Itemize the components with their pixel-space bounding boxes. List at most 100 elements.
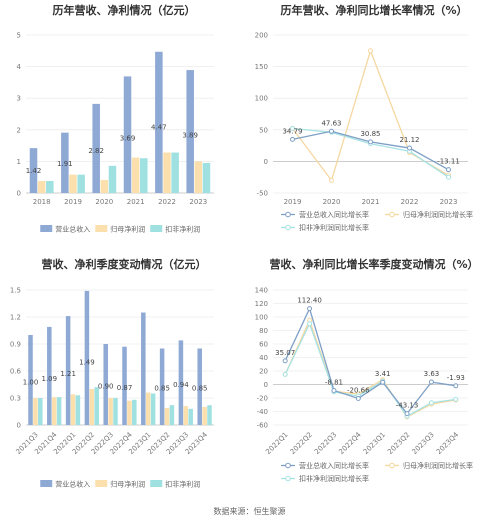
- x-tick-label: 2021: [362, 198, 380, 206]
- bar-deducted-profit: [140, 158, 148, 193]
- data-label: 0.85: [154, 385, 170, 393]
- bar-net-profit: [194, 161, 203, 193]
- bar-net-profit: [37, 180, 46, 193]
- series-point: [307, 321, 313, 327]
- x-tick-label: 2019: [64, 198, 82, 206]
- bar-net-profit: [202, 407, 207, 425]
- series-point: [428, 400, 434, 406]
- bar-deducted-profit: [132, 399, 137, 425]
- x-tick-label: 2018: [33, 198, 51, 206]
- y-tick-label: 0: [264, 158, 268, 166]
- y-tick-label: 4: [17, 63, 22, 71]
- y-tick-label: 1.5: [10, 287, 21, 295]
- data-label: -13.11: [437, 158, 460, 166]
- legend-swatch: [150, 480, 163, 487]
- bar-revenue: [178, 340, 184, 425]
- bar-net-profit: [100, 180, 109, 193]
- x-tick-label: 2023Q3: [411, 431, 436, 456]
- bar-revenue: [197, 348, 202, 425]
- x-tick-label: 2023Q2: [386, 431, 411, 456]
- bar-revenue: [92, 103, 100, 193]
- data-label: 2.82: [88, 147, 104, 155]
- bar-revenue: [141, 312, 146, 425]
- x-tick-label: 2019: [284, 198, 302, 206]
- bar-net-profit: [131, 157, 140, 193]
- legend-marker: [285, 211, 291, 218]
- series-point: [329, 177, 334, 183]
- x-tick-label: 2023Q1: [362, 431, 387, 456]
- bar-revenue: [186, 70, 194, 193]
- data-label: 21.12: [399, 136, 419, 144]
- source-note: 数据来源：恒生聚源: [214, 506, 286, 516]
- y-tick-label: 1.2: [10, 314, 21, 322]
- series-point: [380, 379, 386, 385]
- bar-net-profit: [69, 174, 77, 193]
- data-label: 3.63: [424, 370, 440, 378]
- data-label: 1.21: [60, 370, 76, 378]
- y-tick-label: 1: [17, 158, 21, 166]
- y-tick-label: 60: [259, 341, 268, 349]
- bar-deducted-profit: [77, 174, 85, 193]
- legend-label: 营业总收入: [55, 480, 90, 489]
- data-label: 47.63: [321, 119, 341, 127]
- bar-deducted-profit: [188, 408, 193, 425]
- data-label: -1.93: [447, 374, 465, 382]
- series-point: [368, 48, 373, 54]
- bar-revenue: [122, 346, 127, 425]
- series-point: [368, 139, 373, 145]
- chart-4: -60 -40 -20 0 20 40 60 80 100 120 140 35.07 112.40 -8…: [255, 287, 473, 484]
- legend-swatch: [40, 480, 53, 487]
- x-tick-label: 2022Q4: [337, 430, 363, 456]
- bar-net-profit: [145, 392, 151, 425]
- legend-label: 归母净利润: [110, 225, 145, 234]
- legend-swatch: [40, 225, 53, 232]
- x-tick-label: 2022: [158, 198, 176, 206]
- data-label: 3.89: [182, 132, 198, 140]
- legend-label: 扣非净利润同比增长率: [299, 223, 369, 232]
- y-tick-label: 100: [255, 314, 268, 322]
- x-tick-label: 2021: [127, 198, 145, 206]
- bar-net-profit: [163, 152, 171, 193]
- data-label: 0.85: [192, 385, 208, 393]
- data-label: 1.49: [79, 359, 95, 367]
- bar-revenue: [84, 290, 90, 425]
- legend-label: 扣非净利润: [165, 225, 200, 234]
- legend-marker: [389, 462, 395, 469]
- y-tick-label: 80: [259, 327, 268, 335]
- bar-net-profit: [164, 407, 170, 425]
- legend-marker: [285, 462, 291, 469]
- data-label: 0.94: [173, 381, 189, 389]
- series-line-deducted-profit: [284, 322, 456, 418]
- legend-label: 归母净利润同比增长率: [403, 210, 473, 219]
- chart-2-title: 历年营收、净利同比增长率情况（%）: [280, 3, 467, 17]
- legend-swatch: [95, 480, 108, 487]
- y-tick-label: 0.9: [10, 341, 21, 349]
- bar-deducted-profit: [38, 398, 43, 425]
- chart-1-title: 历年营收、净利情况（亿元）: [53, 3, 196, 17]
- x-tick-label: 2022Q2: [289, 431, 314, 456]
- data-label: 0.87: [117, 384, 133, 392]
- bar-net-profit: [51, 397, 57, 425]
- bar-deducted-profit: [94, 387, 99, 425]
- y-tick-label: 0: [17, 190, 21, 198]
- y-tick-label: 150: [255, 63, 268, 71]
- series-point: [453, 396, 459, 402]
- series-line-revenue: [284, 306, 456, 415]
- series-point: [290, 136, 295, 142]
- bar-deducted-profit: [207, 405, 212, 425]
- x-tick-label: 2022Q1: [264, 431, 289, 456]
- data-label: 35.07: [275, 349, 295, 357]
- series-point: [329, 128, 334, 134]
- bar-deducted-profit: [169, 405, 175, 425]
- series-point: [446, 167, 451, 173]
- x-tick-label: 2023: [189, 198, 207, 206]
- y-tick-label: 0: [264, 381, 268, 389]
- legend-marker: [285, 224, 291, 231]
- data-label: 34.79: [282, 127, 302, 135]
- bar-revenue: [123, 76, 132, 193]
- chart-1: 0 1 2 3 4 5 1.42 1.91 2.82 3.69 4.47 3.89 2018 2019 20…: [17, 32, 214, 234]
- bar-net-profit: [33, 398, 38, 425]
- bar-revenue: [155, 51, 163, 193]
- bar-deducted-profit: [150, 393, 156, 425]
